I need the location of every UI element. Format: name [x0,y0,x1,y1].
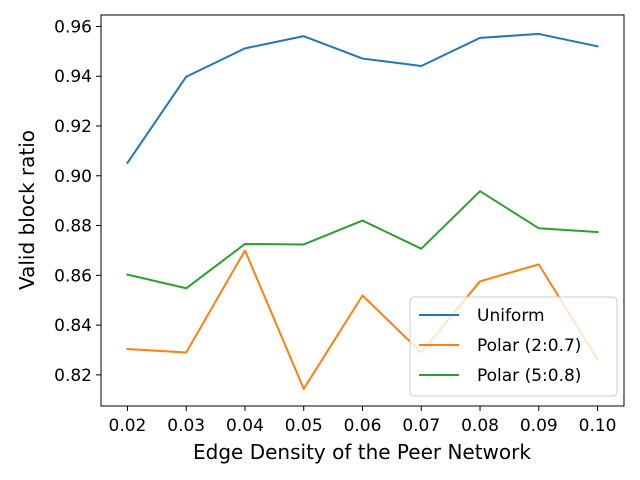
x-axis: 0.02 0.03 0.04 0.05 0.06 0.07 0.08 0.09 0.10 [109,406,617,436]
y-tick-label: 0.84 [54,316,92,336]
series-line-2 [126,190,599,290]
x-tick-label: 0.08 [461,416,499,436]
x-tick-label: 0.05 [285,416,323,436]
y-axis: 0.82 0.84 0.86 0.88 0.90 0.92 0.94 0.96 [54,17,101,386]
y-tick-label: 0.94 [54,67,92,87]
legend: Uniform Polar (2:0.7) Polar (5:0.8) [409,296,618,397]
x-axis-label: Edge Density of the Peer Network [193,440,531,464]
x-tick-label: 0.07 [402,416,440,436]
x-tick-label: 0.09 [520,416,558,436]
y-tick-label: 0.92 [54,117,92,137]
x-tick-label: 0.10 [579,416,617,436]
y-tick-label: 0.90 [54,167,92,187]
legend-label-1: Polar (2:0.7) [477,336,581,356]
y-tick-label: 0.96 [54,17,92,37]
legend-label-0: Uniform [477,306,545,326]
y-tick-label: 0.88 [54,217,92,237]
series-line-1 [126,249,599,390]
y-tick-label: 0.82 [54,366,92,386]
y-axis-label: Valid block ratio [15,130,39,290]
legend-box [409,296,618,397]
series-line-0 [126,32,599,165]
x-tick-label: 0.04 [226,416,264,436]
x-tick-label: 0.06 [344,416,382,436]
x-tick-label: 0.03 [167,416,205,436]
x-tick-label: 0.02 [109,416,147,436]
legend-label-2: Polar (5:0.8) [477,366,581,386]
y-tick-label: 0.86 [54,266,92,286]
